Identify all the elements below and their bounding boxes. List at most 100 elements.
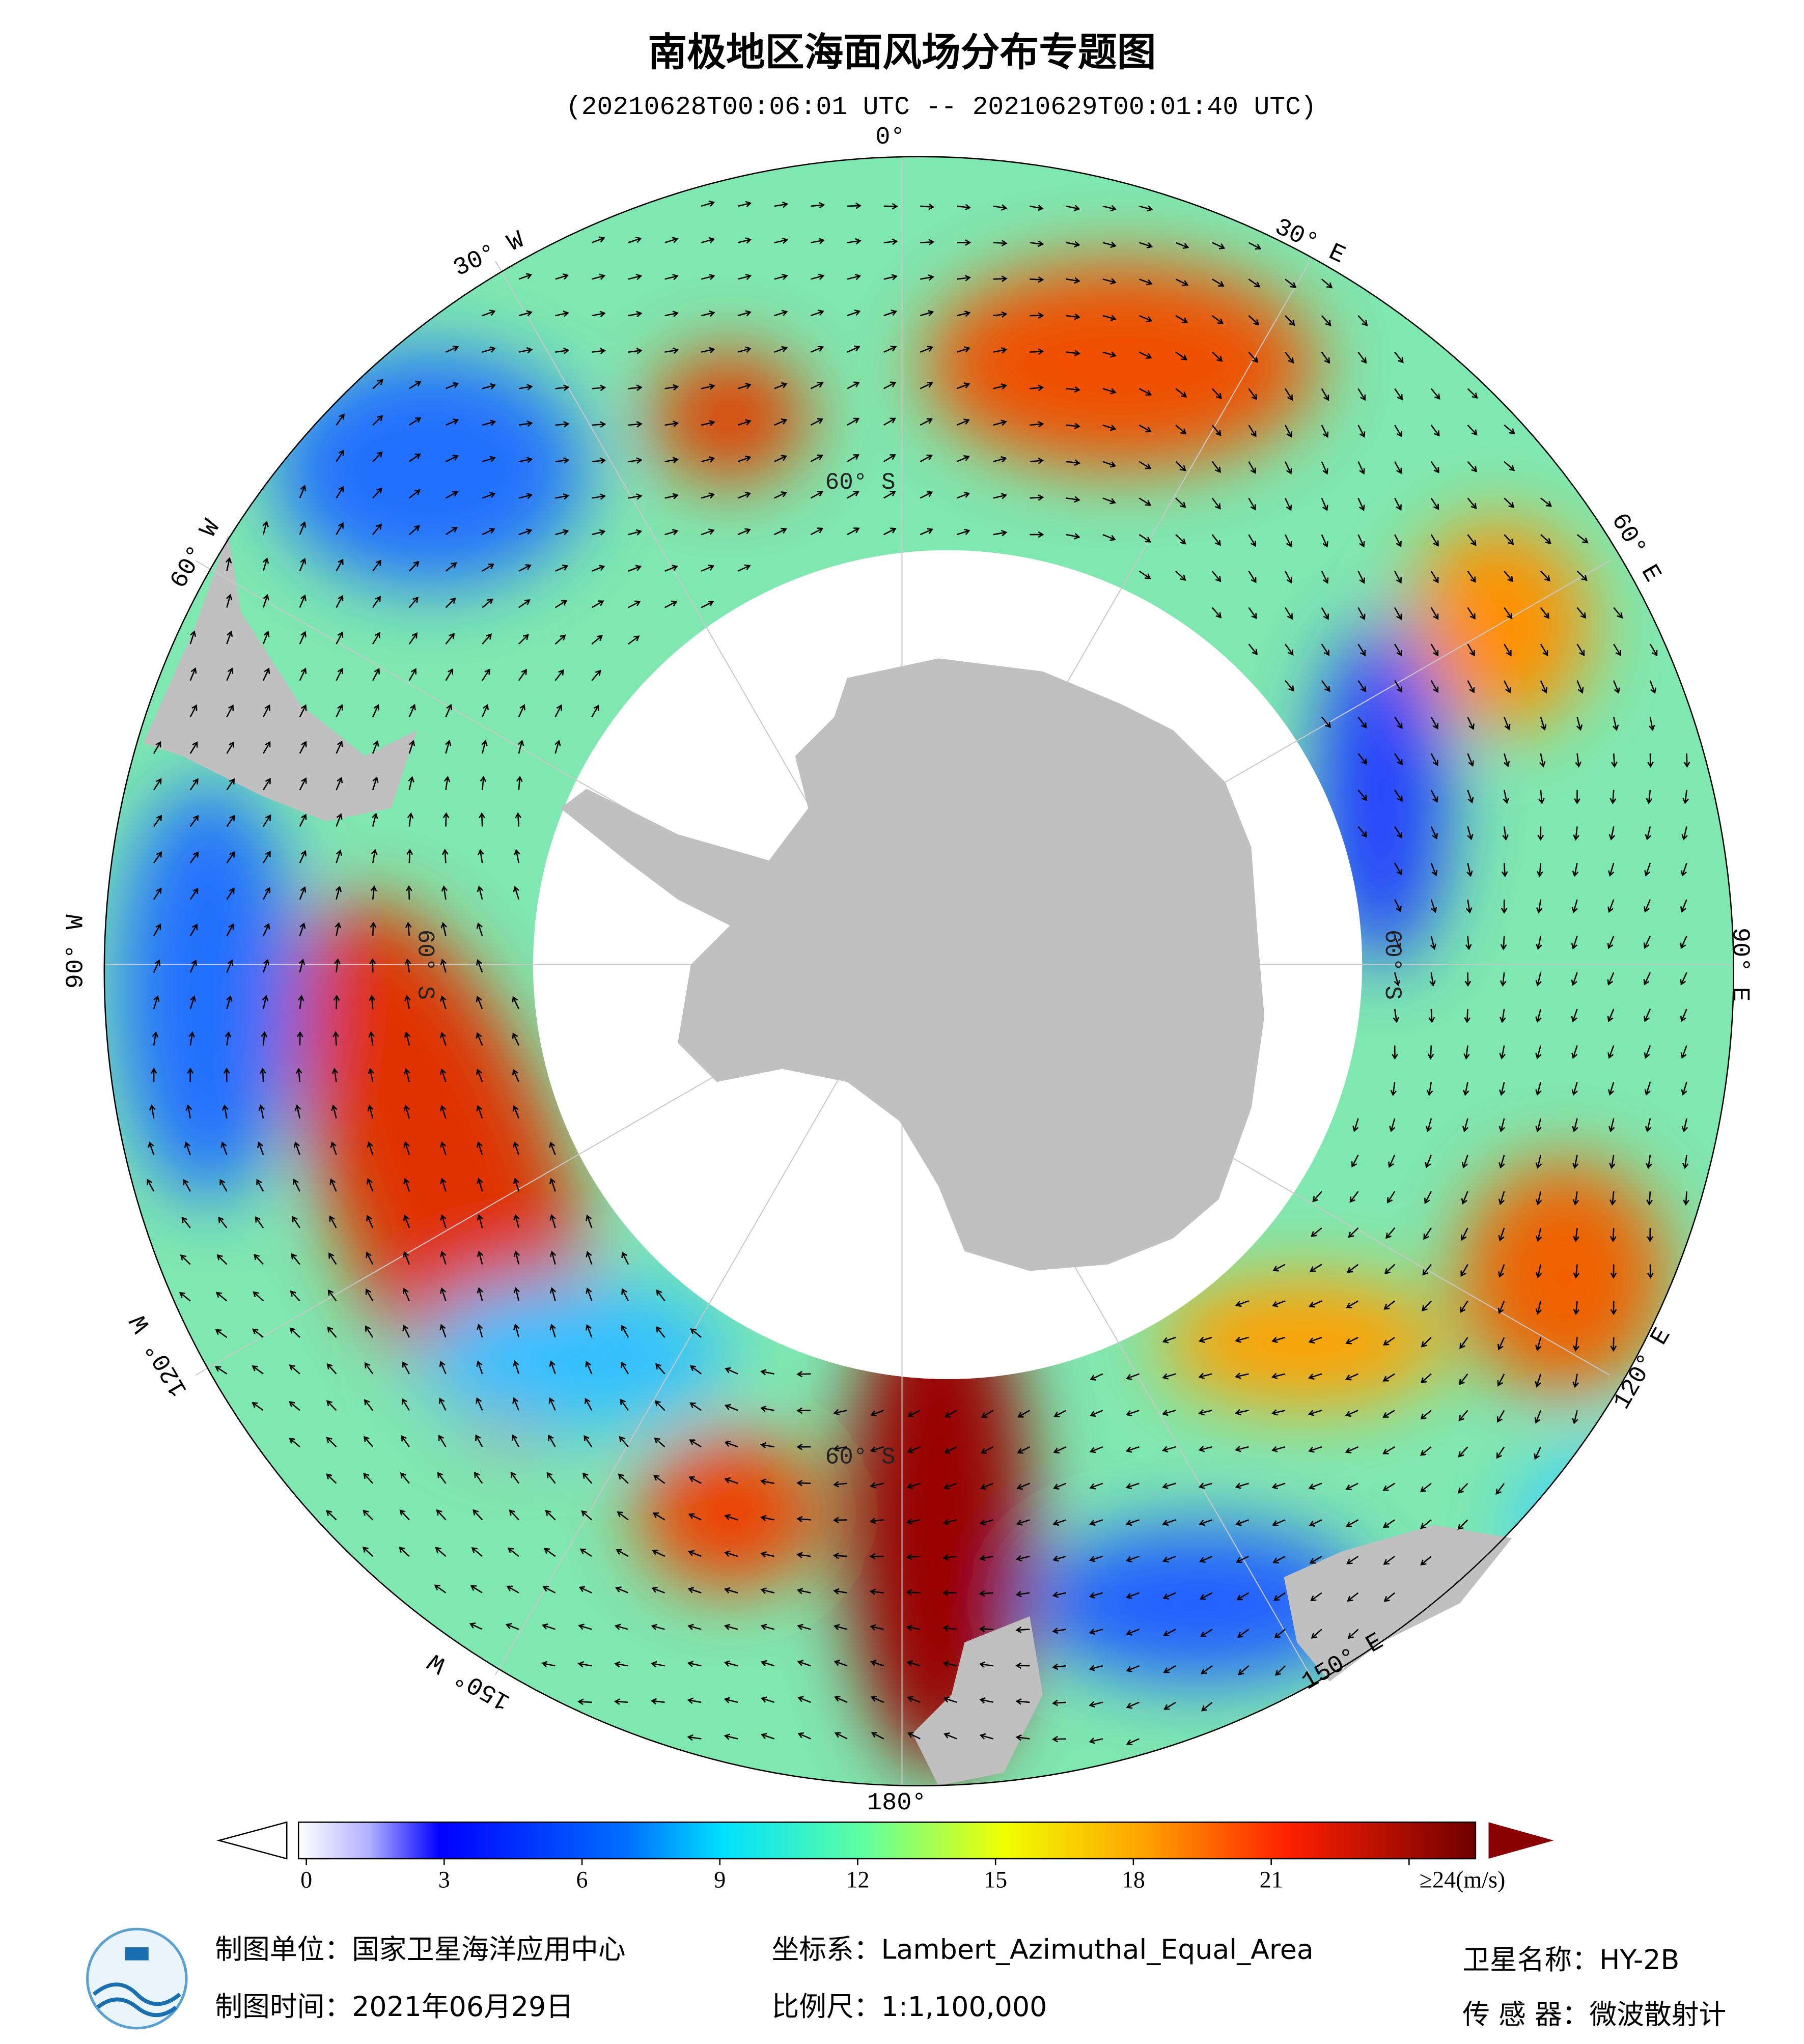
wind-arrow [797, 1623, 811, 1630]
wind-arrow [585, 1361, 593, 1375]
wind-arrow [477, 1287, 483, 1301]
wind-arrow [299, 594, 307, 608]
wind-arrow [1495, 1482, 1505, 1495]
wind-arrow [1607, 1009, 1615, 1022]
wind-arrow [1680, 1009, 1687, 1022]
wind-arrow [701, 492, 715, 499]
wind-arrow [944, 1410, 957, 1418]
wind-arrow [774, 201, 789, 208]
wind-arrow [254, 1253, 264, 1265]
wind-arrow [1211, 388, 1222, 399]
wind-arrow [1235, 1300, 1249, 1307]
wind-arrow [614, 1661, 629, 1668]
wind-arrow [1102, 461, 1117, 468]
wind-arrow [336, 558, 344, 572]
wind-arrow [440, 1141, 447, 1156]
wind-arrow [943, 1482, 957, 1490]
wind-arrow [1394, 716, 1403, 729]
wind-arrow [1462, 1082, 1469, 1096]
wind-arrow [760, 1660, 774, 1667]
wind-arrow [299, 777, 307, 791]
wind-arrow [1571, 936, 1578, 950]
wind-arrow [327, 1289, 337, 1302]
wind-arrow [1162, 1555, 1176, 1563]
wind-arrow [506, 1585, 519, 1593]
wind-arrow [1066, 496, 1080, 503]
wind-arrow [441, 849, 449, 863]
wind-arrow [372, 632, 380, 645]
wind-arrow [1211, 534, 1221, 546]
wind-arrow [257, 1141, 264, 1156]
wind-arrow [847, 491, 860, 499]
wind-arrow [979, 1519, 994, 1526]
wind-arrow [810, 382, 824, 389]
wind-arrow [1348, 1227, 1359, 1238]
wind-arrow [446, 382, 459, 389]
wind-arrow [1613, 680, 1620, 694]
wind-arrow [664, 237, 679, 243]
wind-arrow [1499, 1045, 1506, 1060]
wind-arrow [1459, 1373, 1468, 1385]
wind-arrow [262, 630, 270, 645]
wind-arrow [664, 457, 679, 463]
wind-arrow [1090, 1373, 1103, 1381]
wind-arrow [336, 740, 343, 754]
wind-arrow [980, 1446, 994, 1454]
wind-arrow [1175, 278, 1189, 286]
wind-arrow [1237, 1629, 1250, 1638]
wind-arrow [399, 1509, 410, 1521]
wind-arrow [1458, 1482, 1468, 1494]
wind-arrow [906, 1625, 921, 1631]
wind-arrow [1030, 457, 1044, 464]
wind-arrow [1139, 424, 1152, 433]
wind-arrow [482, 310, 496, 317]
wind-arrow [1459, 1337, 1468, 1349]
wind-arrow [578, 1623, 592, 1630]
wind-arrow [1465, 936, 1472, 950]
wind-arrow [1644, 899, 1651, 913]
wind-arrow [482, 419, 496, 426]
wind-arrow [505, 1623, 519, 1630]
wind-arrow [512, 1397, 520, 1411]
wind-arrow [1394, 643, 1402, 657]
wind-arrow [518, 384, 533, 390]
wind-arrow [518, 273, 533, 280]
wind-arrow [724, 1404, 738, 1411]
wind-arrow [439, 1031, 447, 1046]
wind-arrow [326, 1363, 337, 1375]
wind-arrow [477, 1250, 483, 1265]
wind-arrow [993, 493, 1008, 499]
wind-arrow [1535, 1374, 1542, 1388]
wind-arrow [1394, 826, 1403, 839]
wind-arrow [956, 382, 970, 389]
wind-arrow [263, 814, 271, 827]
wind-arrow [297, 995, 304, 1010]
wind-arrow [760, 1551, 774, 1558]
wind-arrow [810, 310, 824, 317]
wind-arrow [1175, 497, 1186, 508]
wind-arrow [1382, 1410, 1395, 1418]
wind-arrow [1576, 680, 1584, 694]
wind-arrow [189, 704, 198, 718]
wind-arrow [1424, 1191, 1432, 1205]
wind-arrow [1066, 386, 1081, 393]
wind-arrow [1126, 1701, 1140, 1709]
wind-arrow [1211, 607, 1222, 619]
wind-arrow [847, 527, 860, 536]
wind-arrow [1089, 1665, 1103, 1671]
wind-arrow [188, 1031, 195, 1046]
wind-arrow [1461, 1191, 1468, 1205]
wind-arrow [1382, 1519, 1395, 1528]
wind-arrow [404, 1068, 410, 1082]
wind-arrow [1345, 1410, 1358, 1417]
colorbar-tick-label: 15 [984, 1867, 1007, 1893]
wind-arrow [724, 1697, 738, 1703]
wind-arrow [518, 704, 525, 718]
wind-arrow [549, 1287, 557, 1301]
wind-arrow [437, 1472, 447, 1484]
wind-arrow [774, 527, 787, 536]
wind-arrow [1500, 936, 1507, 950]
wind-arrow [1198, 1373, 1213, 1380]
wind-arrow [577, 1698, 592, 1705]
wind-arrow [408, 668, 417, 681]
